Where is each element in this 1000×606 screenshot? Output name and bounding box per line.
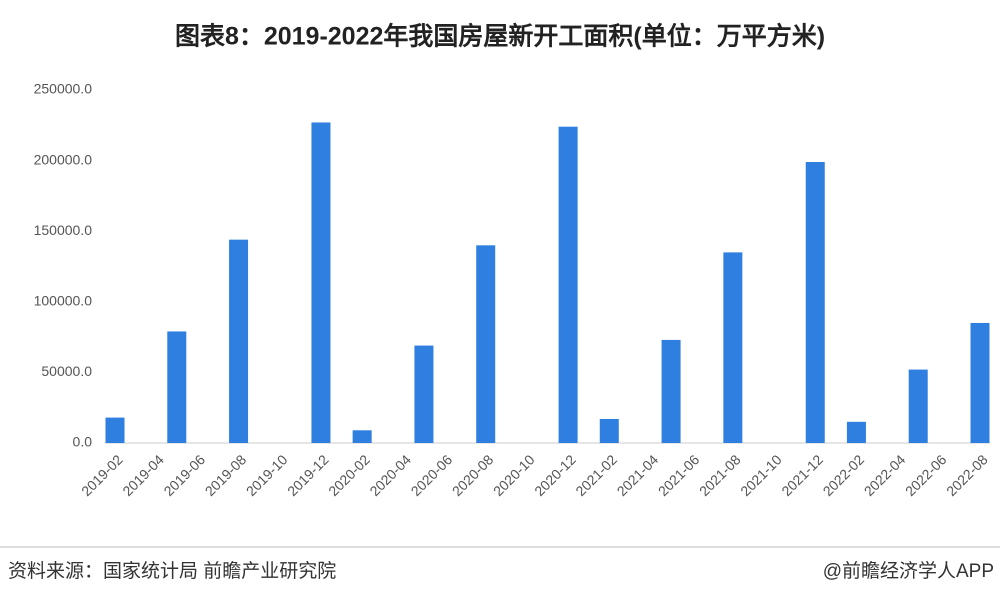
bar (599, 418, 619, 443)
x-tick-label: 2019-10 (243, 451, 291, 499)
bar (846, 421, 866, 443)
x-tick-label: 2021-04 (614, 451, 662, 499)
x-tick-label: 2021-02 (572, 451, 620, 499)
x-tick-label: 2022-08 (943, 451, 991, 499)
chart-title: 图表8：2019-2022年我国房屋新开工面积(单位：万平方米) (175, 22, 825, 51)
y-tick-label: 200000.0 (34, 151, 93, 167)
x-tick-label: 2021-08 (696, 451, 744, 499)
x-tick-label: 2020-02 (325, 451, 373, 499)
bar (723, 252, 743, 443)
bar (167, 331, 187, 443)
x-tick-label: 2020-12 (531, 451, 579, 499)
bar (476, 245, 496, 443)
x-tick-label: 2022-06 (902, 451, 950, 499)
x-tick-label: 2020-04 (366, 451, 414, 499)
bar (352, 430, 372, 443)
y-tick-label: 250000.0 (34, 81, 93, 97)
credit: @前瞻经济学人APP (823, 560, 994, 582)
x-tick-label: 2022-02 (820, 451, 868, 499)
x-tick-label: 2022-04 (861, 451, 909, 499)
y-tick-label: 100000.0 (34, 293, 93, 309)
bar (908, 369, 928, 443)
x-tick-label: 2019-12 (284, 451, 332, 499)
x-tick-label: 2021-10 (737, 451, 785, 499)
bar (105, 417, 125, 443)
bar (805, 162, 825, 443)
bar (970, 322, 990, 443)
x-tick-label: 2020-06 (408, 451, 456, 499)
y-tick-label: 150000.0 (34, 222, 93, 238)
x-tick-label: 2019-06 (160, 451, 208, 499)
x-tick-label: 2019-02 (78, 451, 126, 499)
y-tick-label: 50000.0 (41, 363, 92, 379)
y-tick-label: 0.0 (73, 434, 93, 450)
x-tick-label: 2020-10 (490, 451, 538, 499)
x-tick-label: 2019-04 (119, 451, 167, 499)
bar (661, 339, 681, 443)
source: 资料来源：国家统计局 前瞻产业研究院 (8, 560, 336, 582)
x-tick-label: 2020-08 (449, 451, 497, 499)
bar (414, 345, 434, 443)
x-tick-label: 2019-08 (202, 451, 250, 499)
bar (229, 239, 249, 443)
x-tick-label: 2021-06 (655, 451, 703, 499)
bar (311, 122, 331, 443)
x-tick-label: 2021-12 (778, 451, 826, 499)
bar (558, 126, 578, 443)
